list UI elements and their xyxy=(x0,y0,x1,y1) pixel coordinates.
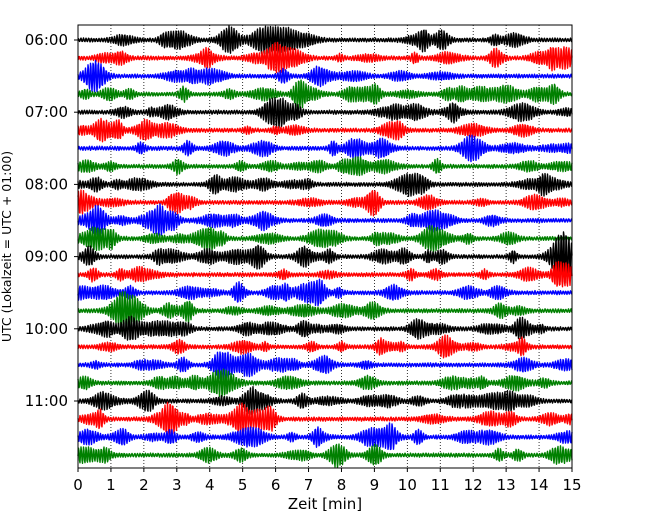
y-tick-label: 06:00 xyxy=(25,31,68,49)
trace-1145 xyxy=(77,443,573,469)
trace-1115 xyxy=(77,401,573,438)
x-tick-label: 11 xyxy=(431,476,450,494)
trace-0800 xyxy=(77,172,573,198)
trace-0945 xyxy=(77,291,573,332)
trace-1130 xyxy=(77,422,573,451)
trace-0930 xyxy=(77,278,573,307)
plot-frame xyxy=(77,24,573,469)
x-tick-label: 3 xyxy=(172,476,182,494)
x-tick-label: 4 xyxy=(205,476,215,494)
trace-0845 xyxy=(77,225,573,253)
seismogram-traces xyxy=(77,25,573,469)
trace-0630 xyxy=(77,59,573,93)
trace-0730 xyxy=(77,134,573,163)
x-tick-label: 6 xyxy=(271,476,281,494)
trace-1100 xyxy=(77,386,573,416)
y-tick-label: 09:00 xyxy=(25,248,68,266)
y-axis-label: UTC (Lokalzeit = UTC + 01:00) xyxy=(0,151,14,342)
trace-0830 xyxy=(77,203,573,237)
trace-0615 xyxy=(77,41,573,74)
trace-0900 xyxy=(77,231,573,285)
x-tick-label: 12 xyxy=(464,476,483,494)
trace-1030 xyxy=(77,351,573,381)
trace-0600 xyxy=(77,25,573,55)
trace-1045 xyxy=(77,368,573,398)
y-tick-label: 10:00 xyxy=(25,320,68,338)
x-tick-label: 0 xyxy=(73,476,83,494)
y-tick-label: 08:00 xyxy=(25,175,68,193)
x-axis-ticks: 0 1 2 3 4 5 6 7 8 9 10 11 12 13 14 15 xyxy=(73,468,582,494)
y-axis-ticks: 06:00 07:00 08:00 09:00 10:00 11:00 xyxy=(25,31,78,410)
x-tick-label: 7 xyxy=(304,476,314,494)
trace-0645 xyxy=(77,79,573,110)
y-tick-label: 11:00 xyxy=(25,392,68,410)
trace-0815 xyxy=(77,189,573,217)
grid-lines xyxy=(110,25,540,468)
trace-0700 xyxy=(77,97,573,130)
trace-0745 xyxy=(77,156,573,177)
y-tick-label: 07:00 xyxy=(25,103,68,121)
x-tick-label: 8 xyxy=(337,476,347,494)
trace-0915 xyxy=(77,261,573,288)
x-tick-label: 9 xyxy=(370,476,380,494)
x-tick-label: 1 xyxy=(106,476,116,494)
x-tick-label: 15 xyxy=(562,476,581,494)
x-axis-label: Zeit [min] xyxy=(288,495,362,513)
x-tick-label: 13 xyxy=(497,476,516,494)
x-tick-label: 5 xyxy=(238,476,248,494)
x-tick-label: 10 xyxy=(398,476,417,494)
trace-0715 xyxy=(77,117,573,143)
x-tick-label: 14 xyxy=(530,476,549,494)
trace-1015 xyxy=(77,334,573,359)
trace-1000 xyxy=(77,315,573,341)
x-tick-label: 2 xyxy=(139,476,149,494)
